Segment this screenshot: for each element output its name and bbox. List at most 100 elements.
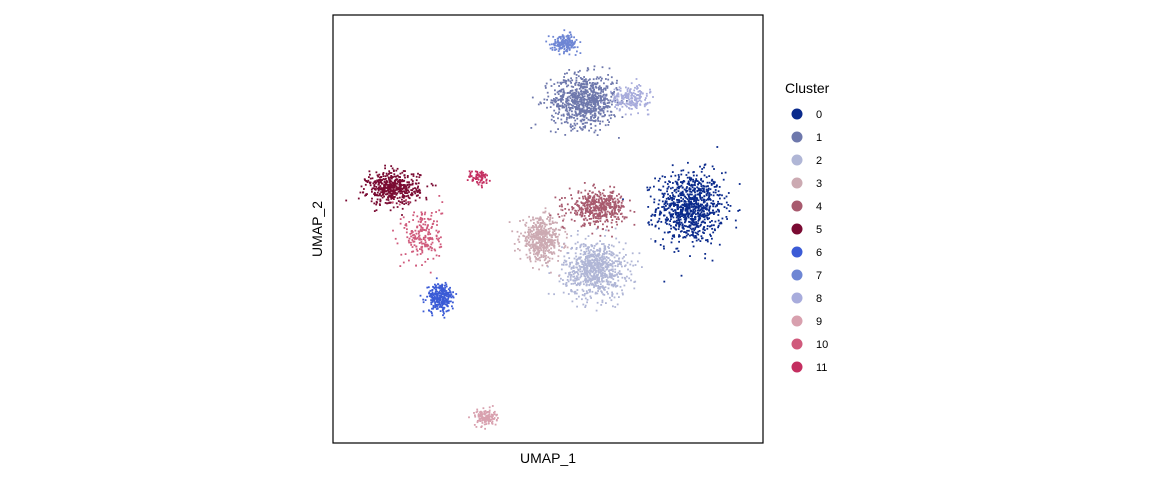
point xyxy=(614,106,616,108)
point xyxy=(602,91,604,93)
point xyxy=(585,284,588,287)
point xyxy=(438,240,440,243)
point xyxy=(537,247,540,250)
point xyxy=(613,203,616,206)
point xyxy=(692,174,695,177)
point xyxy=(534,231,537,234)
point xyxy=(617,204,620,207)
point xyxy=(545,257,547,259)
cluster-9-points xyxy=(468,405,499,430)
point xyxy=(579,69,581,72)
point xyxy=(411,183,414,186)
point xyxy=(708,192,711,194)
point xyxy=(395,193,398,196)
point xyxy=(570,235,573,237)
point xyxy=(576,272,579,275)
point xyxy=(535,242,538,245)
point xyxy=(550,242,553,245)
point xyxy=(412,214,415,217)
point xyxy=(563,29,566,32)
point xyxy=(587,235,590,237)
point xyxy=(484,176,486,179)
point xyxy=(591,198,594,201)
point xyxy=(568,47,571,49)
point xyxy=(436,224,438,226)
point xyxy=(393,192,395,194)
point xyxy=(432,285,434,288)
point xyxy=(423,229,426,231)
point xyxy=(581,202,583,204)
point xyxy=(411,193,414,196)
point xyxy=(566,46,568,48)
point xyxy=(639,85,642,87)
point xyxy=(408,259,410,262)
point xyxy=(592,84,594,87)
point xyxy=(428,309,431,312)
point xyxy=(445,283,448,286)
point xyxy=(610,275,613,277)
point xyxy=(383,187,385,189)
point xyxy=(476,420,479,422)
point xyxy=(377,175,379,178)
point xyxy=(703,195,706,198)
point xyxy=(703,187,705,190)
point xyxy=(700,221,703,224)
point xyxy=(579,270,582,273)
point xyxy=(676,207,679,210)
point xyxy=(444,286,447,289)
point xyxy=(599,94,602,97)
point xyxy=(596,249,599,252)
point xyxy=(387,197,390,199)
point xyxy=(550,227,552,229)
point xyxy=(366,193,368,195)
point xyxy=(530,127,533,129)
point xyxy=(663,209,666,212)
point xyxy=(705,176,708,179)
point xyxy=(601,243,603,245)
point xyxy=(608,250,611,253)
point xyxy=(691,189,694,192)
point xyxy=(432,294,435,297)
point xyxy=(611,293,614,295)
point xyxy=(400,253,403,256)
point xyxy=(592,217,595,220)
point xyxy=(624,93,627,96)
point xyxy=(550,239,553,241)
point xyxy=(435,277,438,280)
point xyxy=(694,209,697,212)
point xyxy=(590,90,593,93)
point xyxy=(578,103,581,106)
point xyxy=(438,246,441,249)
point xyxy=(434,184,437,187)
point xyxy=(613,211,616,213)
point xyxy=(402,261,405,264)
point xyxy=(561,209,564,212)
point xyxy=(434,306,437,309)
point xyxy=(605,94,607,97)
point xyxy=(562,113,565,116)
point xyxy=(677,187,680,189)
point xyxy=(594,114,597,117)
point xyxy=(601,285,604,287)
point xyxy=(718,186,721,188)
point xyxy=(585,257,587,260)
point xyxy=(393,193,396,195)
point xyxy=(558,108,561,111)
point xyxy=(690,221,693,224)
point xyxy=(610,221,613,224)
point xyxy=(435,211,437,213)
point xyxy=(713,168,715,170)
point xyxy=(405,198,407,201)
point xyxy=(579,268,582,271)
point xyxy=(570,283,573,285)
point xyxy=(607,257,610,259)
point xyxy=(610,269,612,272)
point xyxy=(720,222,723,225)
point xyxy=(566,121,569,124)
point xyxy=(699,198,702,200)
point xyxy=(596,76,599,79)
point xyxy=(562,218,565,221)
point xyxy=(666,216,668,219)
point xyxy=(532,249,535,252)
point xyxy=(633,287,636,290)
